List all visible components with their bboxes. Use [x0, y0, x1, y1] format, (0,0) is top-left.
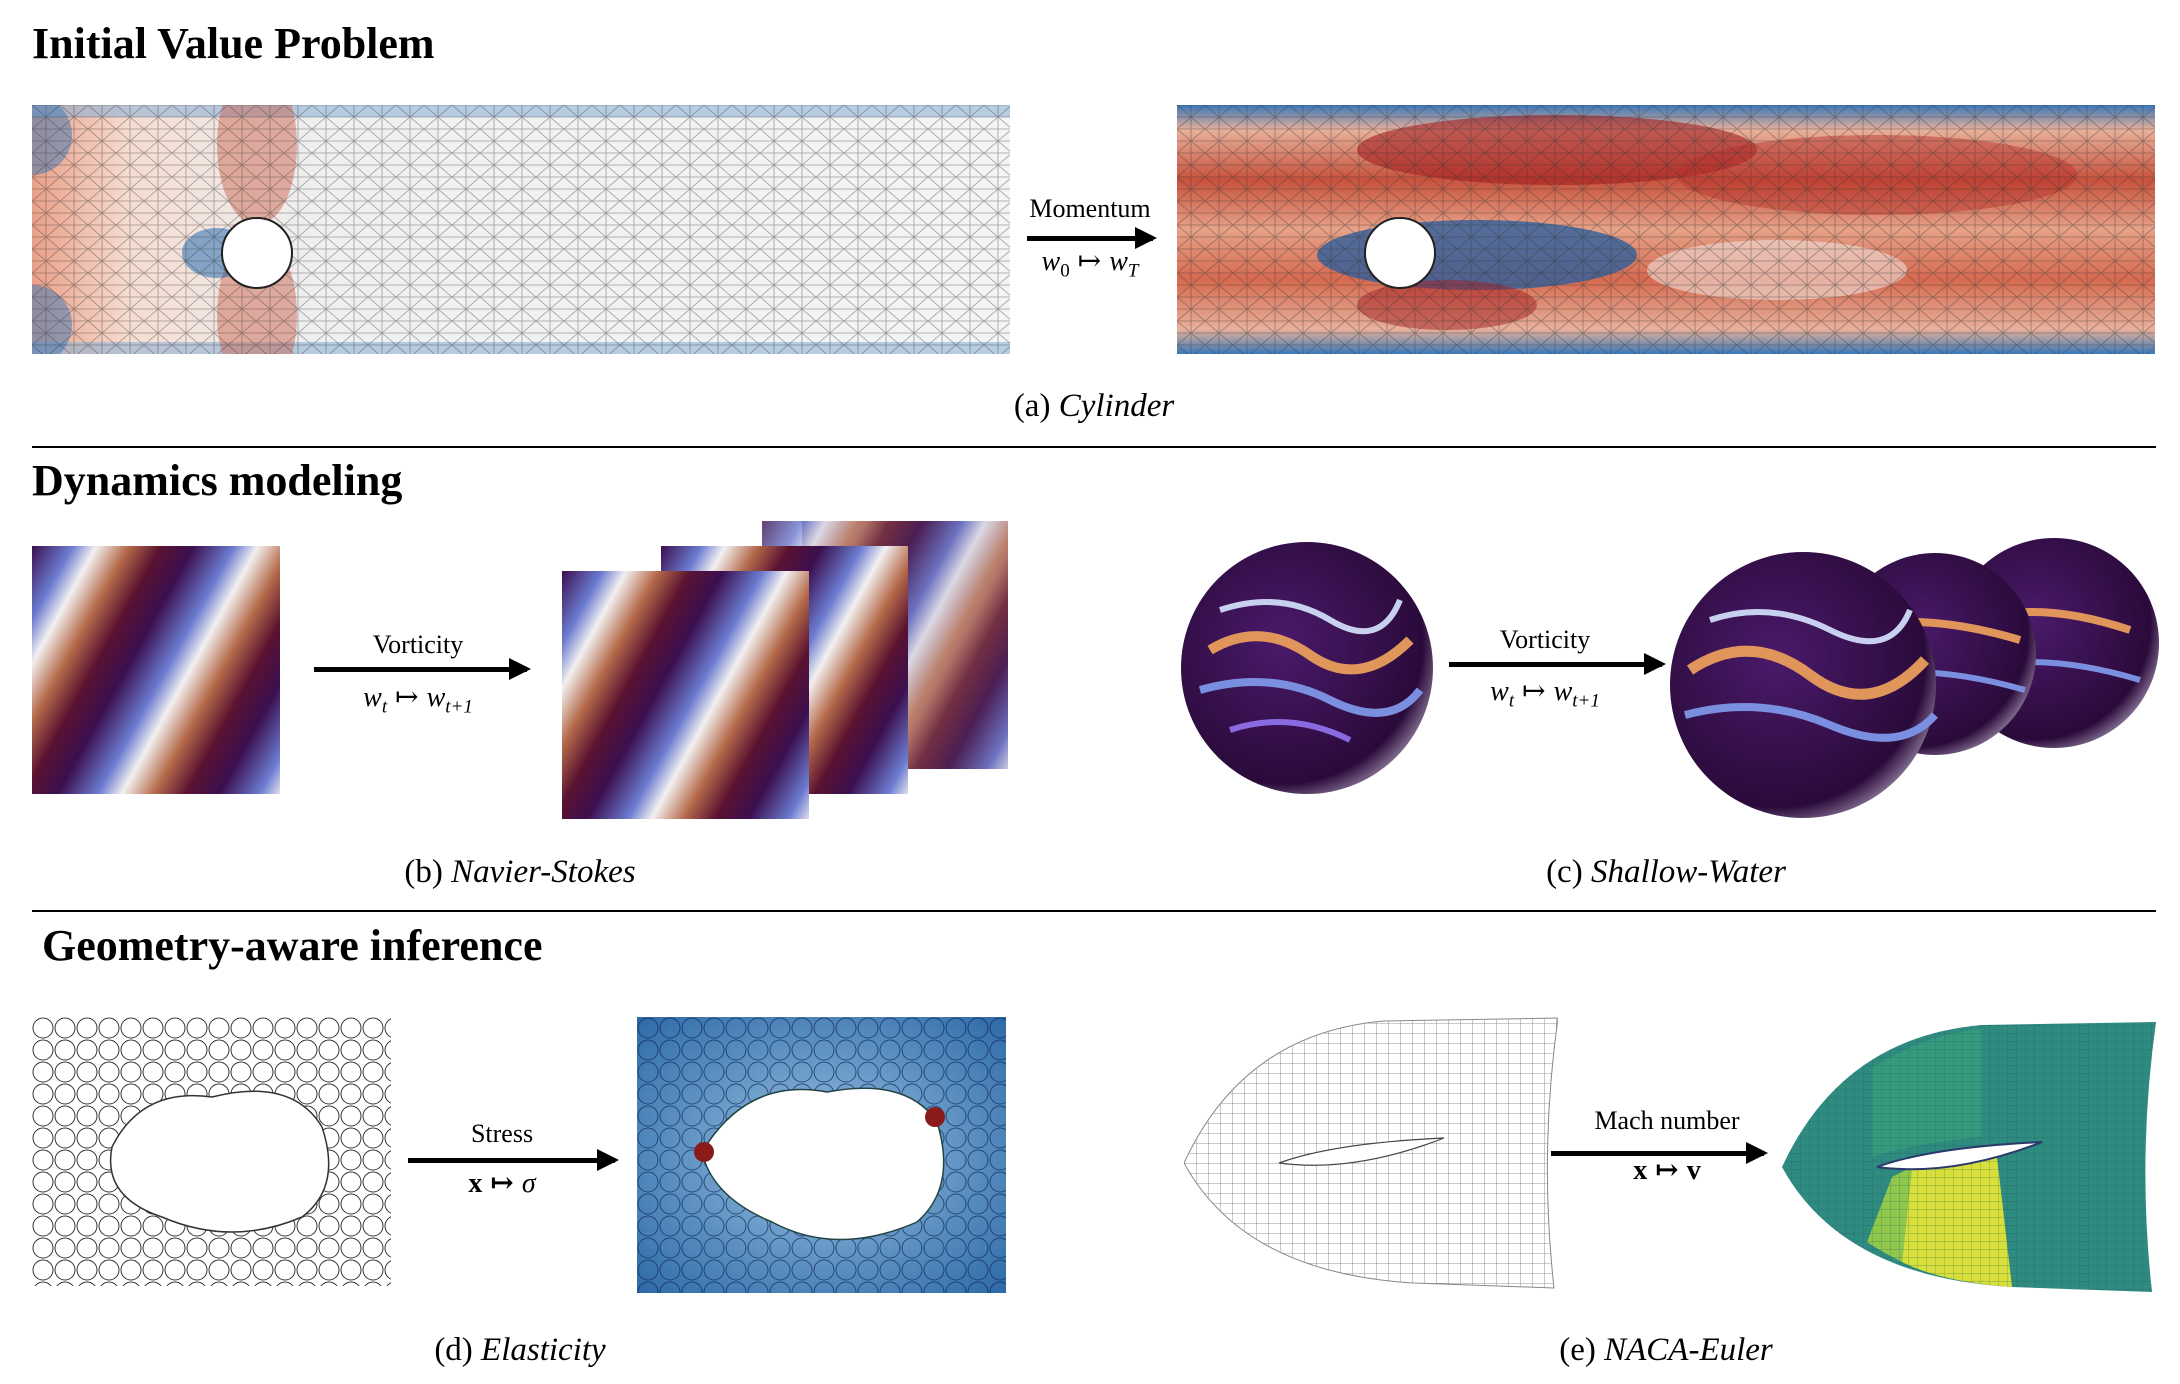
caption-navier-stokes: (b) Navier-Stokes [404, 854, 636, 890]
naca-output-mach-field [1782, 1022, 2156, 1292]
section-title-geometry-aware-inference: Geometry-aware inference [42, 921, 543, 970]
cylinder-initial-state-image [32, 105, 1010, 354]
arrow-label-stress: Stress [470, 1119, 534, 1148]
arrow-label-mach-number: Mach number [1594, 1106, 1740, 1135]
math-wt-to-wt1: wt ↦ wt+1 [1490, 676, 1600, 712]
arrow-icon [408, 1149, 619, 1171]
section-title-initial-value-problem: Initial Value Problem [32, 19, 435, 68]
arrow-icon [1449, 653, 1666, 675]
section-divider [32, 446, 2156, 448]
navier-stokes-output-frame-1 [562, 571, 809, 819]
shallow-water-output-spheres [1670, 538, 2159, 818]
arrow-icon [1027, 227, 1157, 249]
arrow-label-momentum: Momentum [1029, 194, 1151, 223]
math-x-to-sigma: x ↦ σ [468, 1168, 536, 1199]
caption-naca-euler: (e) NACA-Euler [1559, 1332, 1773, 1368]
naca-input-mesh [1184, 1017, 1558, 1289]
section-title-dynamics-modeling: Dynamics modeling [32, 456, 403, 505]
section-divider [32, 910, 2156, 912]
elasticity-input-image [32, 1017, 391, 1286]
arrow-label-vorticity: Vorticity [372, 630, 464, 659]
shallow-water-input-sphere [1181, 542, 1433, 794]
caption-shallow-water: (c) Shallow-Water [1546, 854, 1786, 890]
math-w0-to-wT: w0 ↦ wT [1041, 246, 1139, 282]
arrow-icon [314, 658, 531, 680]
math-wt-to-wt1: wt ↦ wt+1 [363, 682, 473, 718]
elasticity-output-image [637, 1017, 1006, 1293]
arrow-icon [1551, 1142, 1768, 1164]
navier-stokes-input-image [32, 546, 280, 794]
caption-elasticity: (d) Elasticity [434, 1332, 606, 1368]
cylinder-final-state-image [1177, 105, 2155, 354]
sphere-frame-1 [1670, 552, 1939, 818]
arrow-label-vorticity: Vorticity [1499, 625, 1591, 654]
caption-cylinder: (a) Cylinder [1013, 388, 1175, 424]
math-x-to-v: x ↦ v [1633, 1155, 1701, 1186]
